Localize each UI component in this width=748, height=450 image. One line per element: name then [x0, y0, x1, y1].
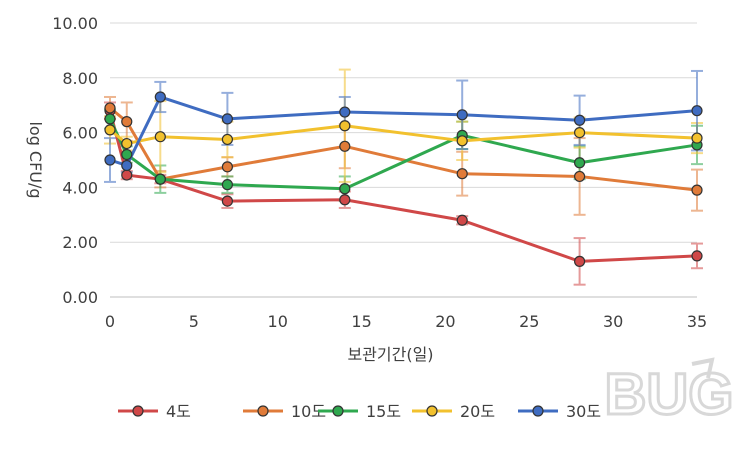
legend-item: 10도	[243, 402, 326, 421]
data-point	[121, 116, 133, 128]
data-point	[221, 133, 233, 146]
x-tick-label: 35	[687, 312, 707, 331]
data-point	[104, 124, 116, 136]
y-tick-label: 6.00	[62, 124, 98, 143]
legend-label: 4도	[166, 402, 191, 421]
series-line	[108, 110, 698, 263]
legend-marker	[132, 405, 144, 417]
legend-item: 20도	[412, 402, 495, 421]
data-point	[573, 127, 586, 139]
data-point	[221, 195, 233, 207]
data-point	[221, 113, 233, 125]
y-axis-title: log CFU/g	[26, 121, 45, 198]
data-point	[339, 120, 351, 132]
data-point	[456, 109, 468, 121]
data-point	[456, 214, 468, 226]
data-point	[339, 194, 351, 206]
data-point	[154, 173, 166, 185]
data-point	[121, 159, 133, 172]
data-point	[339, 183, 351, 195]
data-point	[691, 250, 703, 262]
data-point	[104, 113, 116, 125]
axis-layer: 0.00 2.00 4.00 6.00 8.00 10.00 0 5 10 15 20 25 30 35 보…	[26, 14, 707, 364]
svg-text:BUG: BUG	[605, 362, 734, 427]
data-point	[221, 161, 233, 173]
x-tick-label: 25	[519, 312, 539, 331]
legend-label: 30도	[566, 402, 601, 421]
data-point	[339, 140, 351, 152]
data-point	[339, 106, 351, 118]
data-point	[154, 131, 166, 143]
series-line	[109, 95, 698, 167]
x-axis-title: 보관기간(일)	[347, 345, 433, 364]
data-point	[691, 105, 703, 117]
data-point	[573, 255, 586, 267]
x-tick-label: 30	[603, 312, 623, 331]
bug-logo: BUG	[604, 357, 734, 429]
y-tick-label: 0.00	[62, 288, 98, 307]
legend: 4도 10도 15도 20도 30도	[118, 402, 601, 421]
series-line	[109, 106, 698, 192]
data-point	[121, 137, 133, 150]
y-tick-label: 10.00	[52, 14, 98, 33]
x-tick-label: 20	[435, 312, 455, 331]
legend-marker	[426, 405, 438, 417]
x-tick-label: 5	[189, 312, 199, 331]
data-point	[154, 91, 166, 103]
data-point	[104, 154, 116, 166]
x-tick-label: 10	[268, 312, 288, 331]
legend-label: 20도	[460, 402, 495, 421]
data-point	[573, 114, 586, 126]
data-point	[121, 148, 133, 161]
data-point	[691, 132, 703, 144]
x-tick-label: 0	[105, 312, 115, 331]
y-tick-label: 4.00	[62, 178, 98, 197]
data-point	[456, 168, 468, 180]
legend-item: 4도	[118, 402, 191, 421]
legend-label: 10도	[291, 402, 326, 421]
errorbar-layer	[104, 68, 703, 286]
x-tick-label: 15	[351, 312, 371, 331]
data-point	[121, 169, 133, 181]
data-point	[221, 179, 233, 191]
data-point	[573, 170, 586, 183]
series-line	[108, 118, 698, 191]
legend-item: 15도	[318, 402, 401, 421]
data-point	[691, 184, 703, 196]
y-tick-label: 8.00	[62, 69, 98, 88]
legend-marker	[332, 405, 344, 417]
legend-label: 15도	[366, 402, 401, 421]
legend-item: 30도	[518, 402, 601, 421]
point-layer	[104, 91, 703, 267]
legend-marker	[257, 405, 269, 417]
data-point	[573, 157, 586, 169]
legend-marker	[532, 405, 544, 417]
y-tick-label: 2.00	[62, 233, 98, 252]
series-line	[109, 124, 698, 146]
line-layer	[108, 95, 698, 263]
data-point	[456, 135, 468, 147]
data-point	[104, 102, 116, 114]
